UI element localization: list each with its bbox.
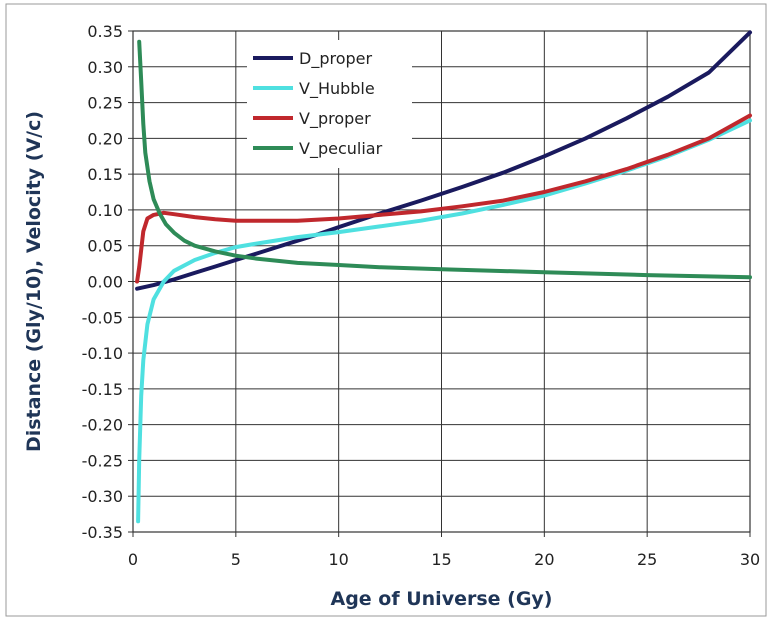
y-tick-label: -0.25 (82, 451, 123, 470)
x-tick-label: 25 (637, 550, 657, 569)
y-tick-label: -0.05 (82, 308, 123, 327)
y-tick-label: 0.10 (87, 201, 123, 220)
y-tick-label: 0.35 (87, 22, 123, 41)
y-tick-label: 0.00 (87, 273, 123, 292)
x-tick-label: 15 (431, 550, 451, 569)
y-tick-label: 0.05 (87, 237, 123, 256)
y-tick-label: -0.30 (82, 487, 123, 506)
legend-label: D_proper (299, 49, 372, 69)
legend: D_proper V_Hubble V_proper V_peculiar (247, 40, 412, 168)
x-tick-label: 0 (128, 550, 138, 569)
y-tick-label: 0.20 (87, 129, 123, 148)
y-tick-label: -0.15 (82, 380, 123, 399)
legend-label: V_peculiar (299, 139, 383, 159)
x-tick-label: 5 (231, 550, 241, 569)
series-line-v-proper (135, 113, 752, 284)
series-line-d-proper (135, 30, 752, 291)
y-axis-ticks: 0.35 0.30 0.25 0.20 0.15 0.10 0.05 0.00 -0.05 -0.… (82, 22, 133, 542)
y-tick-label: -0.10 (82, 344, 123, 363)
x-tick-label: 30 (740, 550, 760, 569)
x-axis-ticks: 0 5 10 15 20 25 30 (128, 532, 760, 569)
x-tick-label: 20 (534, 550, 554, 569)
x-axis-title: Age of Universe (Gy) (330, 588, 552, 610)
y-tick-label: -0.20 (82, 416, 123, 435)
legend-label: V_Hubble (299, 79, 375, 99)
y-tick-label: 0.30 (87, 58, 123, 77)
legend-label: V_proper (299, 109, 371, 129)
x-tick-label: 10 (328, 550, 348, 569)
y-axis-title: Distance (Gly/10), Velocity (V/c) (23, 111, 45, 452)
series-line-v-peculiar (137, 39, 752, 280)
y-tick-label: -0.35 (82, 523, 123, 542)
data-series (135, 30, 752, 524)
y-tick-label: 0.15 (87, 165, 123, 184)
y-tick-label: 0.25 (87, 94, 123, 113)
